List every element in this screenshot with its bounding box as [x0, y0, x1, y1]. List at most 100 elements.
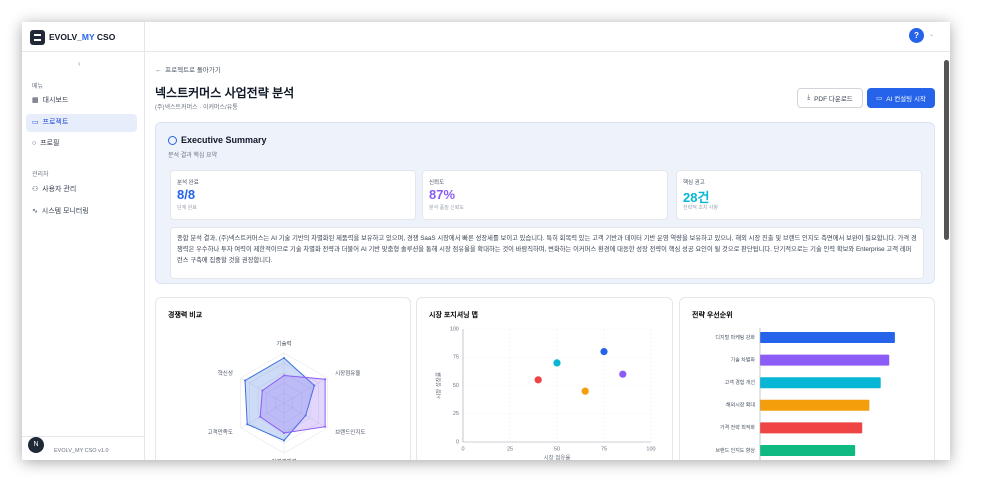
page-subtitle: (주)넥스트커머스 · 이커머스/유통	[155, 105, 238, 111]
radar-point	[324, 378, 327, 381]
summary-text: 종합 분석 결과, (주)넥스트커머스는 AI 기술 기반의 차별화된 제품력을…	[170, 227, 924, 279]
menu-text: 프로필	[40, 140, 60, 147]
button-text: AI 컨설팅 시작	[886, 96, 926, 103]
scatter-point	[534, 376, 542, 384]
menu-item[interactable]: ⚇ 사용자 관리	[32, 186, 77, 193]
version: EVOLV_MY CSO v1.0	[54, 448, 109, 454]
scatter-point	[581, 387, 589, 395]
y-tick-label: 25	[453, 411, 459, 417]
x-axis-label: 시장 점유율	[544, 454, 571, 460]
scatter-point	[600, 348, 608, 356]
radar-point	[244, 379, 247, 382]
summary-subtitle: 분석 결과 핵심 요약	[168, 153, 218, 159]
summary-title: Executive Summary	[181, 135, 267, 145]
dropdown-caret[interactable]: ⌄	[929, 32, 935, 38]
scrollbar[interactable]	[944, 60, 949, 240]
scatter-chart: 시장 포지셔닝 맵 0 25 50 75 100 0 25 50 75 100 시장 점유율 시장 성장…	[429, 310, 656, 460]
brand-part: EVOLV_	[49, 32, 82, 42]
radar-point	[304, 414, 307, 417]
stat-value: 8/8	[177, 187, 196, 202]
scatter-point	[619, 370, 627, 378]
stat-label: 신뢰도	[429, 180, 445, 186]
radar-point	[246, 423, 249, 426]
summary-card: Executive Summary 분석 결과 핵심 요약 분석 완료 8/8 단계…	[155, 122, 935, 284]
menu-item[interactable]: ○ 프로필	[32, 140, 60, 147]
collapse-button[interactable]: ‹	[78, 59, 81, 68]
radar-label: 브랜드인지도	[335, 428, 365, 436]
divider	[22, 436, 144, 437]
stat-value: 28건	[683, 190, 710, 205]
category-label: 해외시장 확대	[726, 402, 755, 409]
chart-title: 전략 우선순위	[692, 310, 733, 319]
x-tick-label: 50	[554, 446, 560, 452]
y-tick-label: 0	[456, 439, 459, 445]
back-text: 프로젝트로 돌아가기	[165, 67, 221, 74]
bar	[760, 422, 863, 434]
y-tick-label: 50	[453, 383, 459, 389]
chart-card: 시장 포지셔닝 맵 0 25 50 75 100 0 25 50 75 100 시장 점유율 시장 성장…	[416, 297, 673, 460]
page-title: 넥스트커머스 사업전략 분석	[155, 86, 295, 100]
radar-label: 기술력	[276, 339, 291, 347]
category-label: 고객 경험 개선	[725, 379, 756, 386]
radar-point	[324, 425, 327, 428]
section-label: 관리자	[32, 172, 49, 178]
radar-point	[259, 415, 262, 418]
category-label: 디지털 마케팅 강화	[715, 334, 755, 341]
chart-card: 경쟁력 비교기술력시장점유율브랜드인지도가격경쟁력 고객만족도 혁신성	[155, 297, 411, 460]
app-window: EVOLV_MY CSO ‹ 메뉴 ▦ 대시보드 ▭ 프로젝트 ○ 프로필 관리…	[22, 22, 950, 460]
x-tick-label: 25	[507, 446, 513, 452]
ai-button[interactable]: ▭ AI 컨설팅 시작	[867, 88, 935, 108]
radar-label: 고객만족도	[208, 428, 233, 436]
menu-item[interactable]: ▦ 대시보드	[32, 97, 69, 104]
radar-spoke	[283, 377, 328, 404]
sidebar: EVOLV_MY CSO ‹ 메뉴 ▦ 대시보드 ▭ 프로젝트 ○ 프로필 관리…	[22, 22, 145, 460]
stat-note: 전략적 조치 사항	[683, 205, 718, 211]
chart-title: 경쟁력 비교	[168, 310, 203, 319]
stat-note: 단계 완료	[177, 205, 197, 211]
y-tick-label: 100	[450, 326, 459, 332]
menu-text: 프로젝트	[42, 119, 69, 126]
bar	[760, 445, 856, 456]
chart-title: 시장 포지셔닝 맵	[429, 310, 478, 319]
stat-card: 신뢰도 87% 분석 품질 신뢰도	[422, 170, 668, 220]
radar-point	[283, 357, 285, 359]
pdf-button[interactable]: ⤓ PDF 다운로드	[797, 88, 863, 108]
logo-icon	[30, 30, 45, 45]
stat-label: 분석 완료	[177, 180, 199, 186]
category-label: 기술 차별화	[731, 356, 756, 363]
radar-label: 시장점유율	[335, 370, 360, 377]
section-label: 메뉴	[32, 84, 44, 90]
help-button[interactable]: ?	[909, 28, 924, 43]
summary-icon	[168, 136, 177, 145]
menu-text: 대시보드	[42, 97, 69, 104]
divider	[22, 51, 144, 52]
x-tick-label: 75	[601, 446, 607, 452]
stat-label: 핵심 권고	[683, 180, 705, 186]
radar-point	[283, 374, 285, 377]
x-tick-label: 100	[646, 446, 655, 452]
stat-card: 핵심 권고 28건 전략적 조치 사항	[676, 170, 922, 220]
brand-part: CSO	[94, 32, 116, 42]
bar	[760, 354, 890, 366]
radar-point	[313, 384, 316, 387]
active-bg	[26, 114, 137, 132]
stat-card: 분석 완료 8/8 단계 완료	[170, 170, 416, 220]
stat-note: 분석 품질 신뢰도	[429, 205, 464, 211]
avatar[interactable]: N	[28, 437, 44, 453]
radar-point	[261, 389, 264, 392]
bar	[760, 399, 870, 411]
divider	[144, 51, 950, 52]
radar-chart: 경쟁력 비교기술력시장점유율브랜드인지도가격경쟁력 고객만족도 혁신성	[168, 310, 365, 460]
menu-text: 사용자 관리	[42, 186, 77, 193]
back-link[interactable]: ← 프로젝트로 돌아가기	[155, 67, 221, 74]
radar-point	[283, 432, 285, 434]
menu-item[interactable]: ∿ 시스템 모니터링	[32, 208, 89, 215]
menu-text: 시스템 모니터링	[41, 208, 89, 215]
stat-value: 87%	[429, 187, 456, 202]
y-tick-label: 75	[453, 355, 459, 361]
brand-part: MY	[81, 32, 95, 42]
menu-item[interactable]: ▭ 프로젝트	[32, 119, 69, 126]
